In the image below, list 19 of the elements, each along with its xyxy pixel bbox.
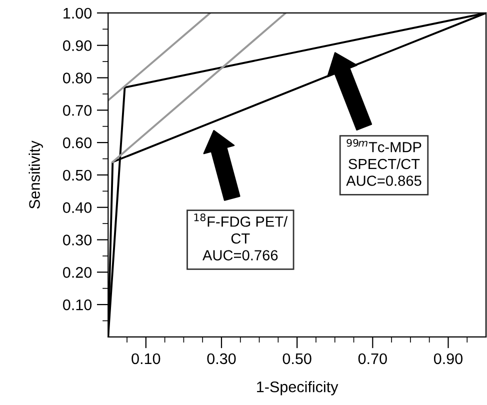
x-tick-label: 0.50 [282,353,312,364]
x-axis-title: 1-Specificity [257,381,338,396]
y-tick-label: 0.60 [63,137,92,148]
y-tick-label: 0.70 [63,105,92,116]
x-tick-label: 0.90 [434,353,463,364]
x-tick-label: 0.30 [207,353,236,364]
annotation: $^{99m}$Tc-MDP SPECT/CT AUC=0.865 [346,138,422,186]
y-tick-label: 0.30 [63,234,92,246]
y-tick-label: 0.40 [63,202,92,214]
y-tick-label: 0.90 [63,40,92,52]
x-tick-label: 0.10 [132,353,160,364]
y-tick-label: 0.10 [63,299,92,310]
y-tick-label: 1.00 [64,8,92,19]
annotation: $^{18}$F-FDG PET/ CT AUC=0.766 [194,213,288,260]
x-tick-label: 0.70 [358,353,387,364]
y-tick-label: 0.80 [63,72,92,84]
y-tick-label: 0.50 [63,170,92,181]
y-axis-title: Sensitivity [28,140,43,209]
y-tick-label: 0.20 [63,267,92,278]
